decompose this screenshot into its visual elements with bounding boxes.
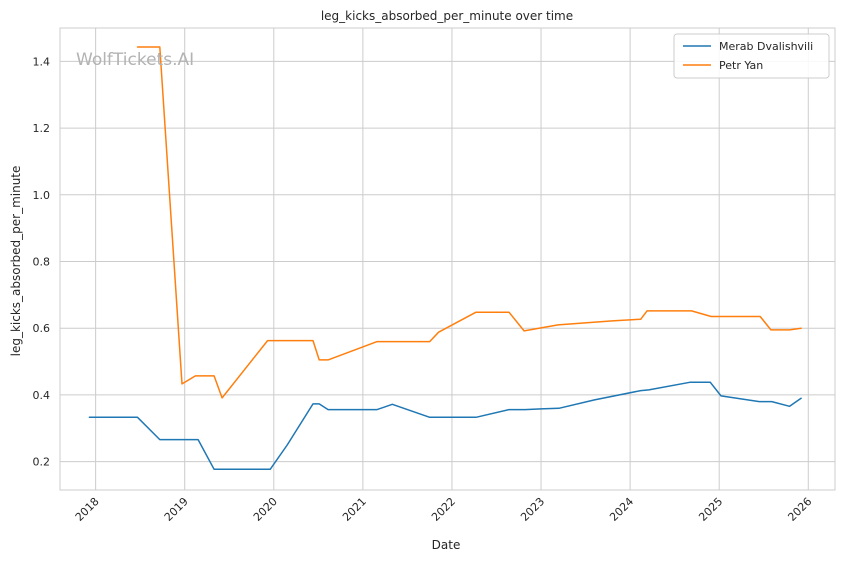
legend-entry-label: Merab Dvalishvili bbox=[719, 40, 813, 53]
watermark: WolfTickets.AI bbox=[76, 50, 194, 70]
y-tick-label: 0.2 bbox=[33, 456, 51, 469]
grid bbox=[60, 28, 835, 490]
series-line bbox=[136, 46, 802, 399]
x-axis-label: Date bbox=[432, 538, 461, 552]
y-axis-label: leg_kicks_absorbed_per_minute bbox=[9, 166, 23, 357]
legend-box bbox=[673, 33, 830, 79]
y-tick-label: 1.4 bbox=[33, 55, 51, 68]
y-tick-label: 1.2 bbox=[33, 122, 51, 135]
series-lines bbox=[88, 46, 802, 471]
plot-area-frame bbox=[59, 27, 836, 491]
series-line bbox=[88, 381, 802, 471]
chart-title: leg_kicks_absorbed_per_minute over time bbox=[321, 9, 573, 23]
legend-entry-label: Petr Yan bbox=[719, 59, 763, 72]
legend: Merab Dvalishvili Petr Yan bbox=[673, 33, 830, 79]
y-tick-label: 0.8 bbox=[33, 256, 51, 269]
y-tick-label: 0.6 bbox=[33, 322, 51, 335]
y-tick-label: 0.4 bbox=[33, 389, 51, 402]
y-tick-label: 1.0 bbox=[33, 189, 51, 202]
